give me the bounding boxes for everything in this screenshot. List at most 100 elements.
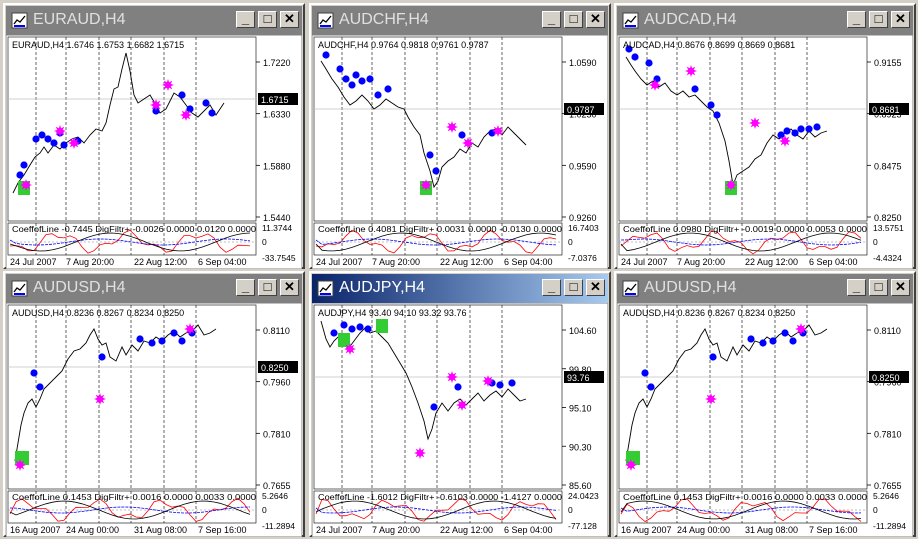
chart-canvas[interactable]: 104.60 99.80 95.10 90.30 85.60 93.76 AUDJPY,H4… <box>312 303 608 537</box>
entry-marker <box>15 451 29 465</box>
window-title: AUDUSD,H4 <box>644 279 737 296</box>
maximize-button[interactable]: □ <box>869 279 888 296</box>
price-tick-label: 0.7655 <box>263 481 291 491</box>
entry-marker <box>376 319 388 333</box>
window-titlebar[interactable]: AUDCAD,H4 _ □ ✕ <box>617 6 913 35</box>
maximize-button[interactable]: □ <box>258 11 277 28</box>
close-icon: ✕ <box>284 11 295 26</box>
buy-signal-dot <box>340 321 348 329</box>
maximize-button[interactable]: □ <box>869 11 888 28</box>
buy-signal-dot <box>508 379 516 387</box>
buy-signal-dot <box>136 335 144 343</box>
window-titlebar[interactable]: AUDJPY,H4 _ □ ✕ <box>312 274 608 303</box>
buy-signal-dot <box>458 131 466 139</box>
buy-signal-dot <box>364 325 372 333</box>
date-label: 6 Sep 04:00 <box>809 257 858 267</box>
current-price-label: 1.6715 <box>261 95 289 105</box>
current-price-tag <box>564 103 604 115</box>
buy-signal-dot <box>148 339 156 347</box>
sell-signal-star <box>685 65 697 77</box>
date-label: 7 Aug 20:00 <box>372 257 420 267</box>
close-button[interactable]: ✕ <box>280 279 299 296</box>
maximize-button[interactable]: □ <box>258 279 277 296</box>
window-title: EURAUD,H4 <box>33 11 126 28</box>
price-tick-label: 1.0590 <box>569 58 597 68</box>
sell-signal-star <box>462 137 474 149</box>
window-title: AUDCHF,H4 <box>339 11 429 28</box>
current-price-label: 0.8250 <box>261 363 289 373</box>
minimize-button[interactable]: _ <box>542 279 561 296</box>
date-label: 7 Sep 16:00 <box>198 525 247 535</box>
indicator-tick-label: 0 <box>568 505 573 515</box>
indicator-tick-label: -33.7545 <box>262 253 296 263</box>
chart-canvas[interactable]: 1.05901.02500.95900.92600.9787AUDCHF,H4 … <box>312 35 608 269</box>
close-button[interactable]: ✕ <box>891 11 910 28</box>
window-title: AUDUSD,H4 <box>33 279 126 296</box>
close-button[interactable]: ✕ <box>586 279 605 296</box>
chart-window[interactable]: AUDCHF,H4 _□ ✕ 1.05901.02500.95900.92600.97… <box>309 3 611 269</box>
price-tick-label: 0.8250 <box>874 213 902 223</box>
indicator-header: CoeffofLine -0.7445 DigFiltr+ -0.0026 0.… <box>12 224 256 234</box>
date-label: 22 Aug 12:00 <box>440 257 493 267</box>
chart-canvas[interactable]: 0.81100.79600.78100.76550.8250AUDUSD,H4 … <box>617 303 913 537</box>
close-button[interactable]: ✕ <box>586 11 605 28</box>
minimize-button[interactable]: _ <box>847 11 866 28</box>
buy-signal-dot <box>186 105 194 113</box>
minimize-button[interactable]: _ <box>236 279 255 296</box>
indicator-tick-label: -11.2894 <box>262 521 295 531</box>
buy-signal-dot <box>178 337 186 345</box>
minimize-button[interactable]: _ <box>542 11 561 28</box>
indicator-black-line <box>9 500 251 520</box>
close-button[interactable]: ✕ <box>891 279 910 296</box>
chart-window[interactable]: EURAUD,H4 _ □ ✕ 1.7220 1.6330 1.5880 1.5440 1.67… <box>3 3 305 269</box>
chart-window[interactable]: AUDJPY,H4 _ □ ✕ 104.60 99.80 95.10 90.30 85.60 93… <box>309 271 611 537</box>
close-icon: ✕ <box>590 279 601 294</box>
date-label: 22 Aug 12:00 <box>745 257 798 267</box>
buy-signal-dot <box>813 123 821 131</box>
chart-window[interactable]: AUDCAD,H4_□✕0.91550.89250.84750.82500.86… <box>614 3 916 269</box>
indicator-tick-label: 11.3744 <box>262 223 292 233</box>
minimize-button[interactable]: _ <box>236 11 255 28</box>
buy-signal-dot <box>366 75 374 83</box>
chart-window-icon <box>317 12 334 29</box>
entry-marker <box>338 333 350 347</box>
window-titlebar[interactable]: AUDCHF,H4 _ □ ✕ <box>312 6 608 35</box>
maximize-button[interactable]: □ <box>564 279 583 296</box>
chart-canvas[interactable]: 1.7220 1.6330 1.5880 1.5440 1.6715 EURAUD,H4 … <box>6 35 302 269</box>
sell-signal-star <box>705 393 717 405</box>
indicator-tick-label: -7.0376 <box>568 253 597 263</box>
sell-signal-star <box>68 137 80 149</box>
buy-signal-dot <box>178 91 186 99</box>
buy-signal-dot <box>20 161 28 169</box>
buy-signal-dot <box>783 127 791 135</box>
maximize-button[interactable]: □ <box>564 11 583 28</box>
sell-signal-star <box>344 343 356 355</box>
current-price-tag <box>869 371 909 383</box>
buy-signal-dot <box>645 59 653 67</box>
price-tick-label: 0.8475 <box>874 161 902 171</box>
window-titlebar[interactable]: EURAUD,H4 _ □ ✕ <box>6 6 302 35</box>
buy-signal-dot <box>747 335 755 343</box>
minimize-button[interactable]: _ <box>847 279 866 296</box>
chart-window[interactable]: AUDUSD,H4 _□✕ 0.81100.79600.78100.76550.82… <box>614 271 916 537</box>
minimize-icon: _ <box>547 279 556 294</box>
price-tick-label: 0.7810 <box>263 429 291 439</box>
window-titlebar[interactable]: AUDUSD,H4 _ □ ✕ <box>6 274 302 303</box>
indicator-header: CoeffofLine 0.0980 DigFiltr+ -0.0019 0.0… <box>623 224 867 234</box>
buy-signal-dot <box>38 131 46 139</box>
sell-signal-star <box>184 323 196 335</box>
chart-canvas[interactable]: 0.81100.79600.78100.76550.8250AUDUSD,H4 … <box>6 303 302 537</box>
chart-canvas[interactable]: 0.91550.89250.84750.82500.8681AUDCAD,H4 … <box>617 35 913 269</box>
indicator-tick-label: 0 <box>568 237 573 247</box>
indicator-tick-label: 13.5751 <box>873 223 904 233</box>
date-label: 24 Aug 00:00 <box>66 525 119 535</box>
close-button[interactable]: ✕ <box>280 11 299 28</box>
current-price-tag <box>258 361 298 373</box>
indicator-blue-line <box>9 506 251 514</box>
date-label: 16 Aug 2007 <box>10 525 61 535</box>
indicator-tick-label: 5.2646 <box>262 491 288 501</box>
date-label: 6 Sep 04:00 <box>198 257 247 267</box>
window-titlebar[interactable]: AUDUSD,H4 _ □ ✕ <box>617 274 913 303</box>
close-icon: ✕ <box>590 11 601 26</box>
